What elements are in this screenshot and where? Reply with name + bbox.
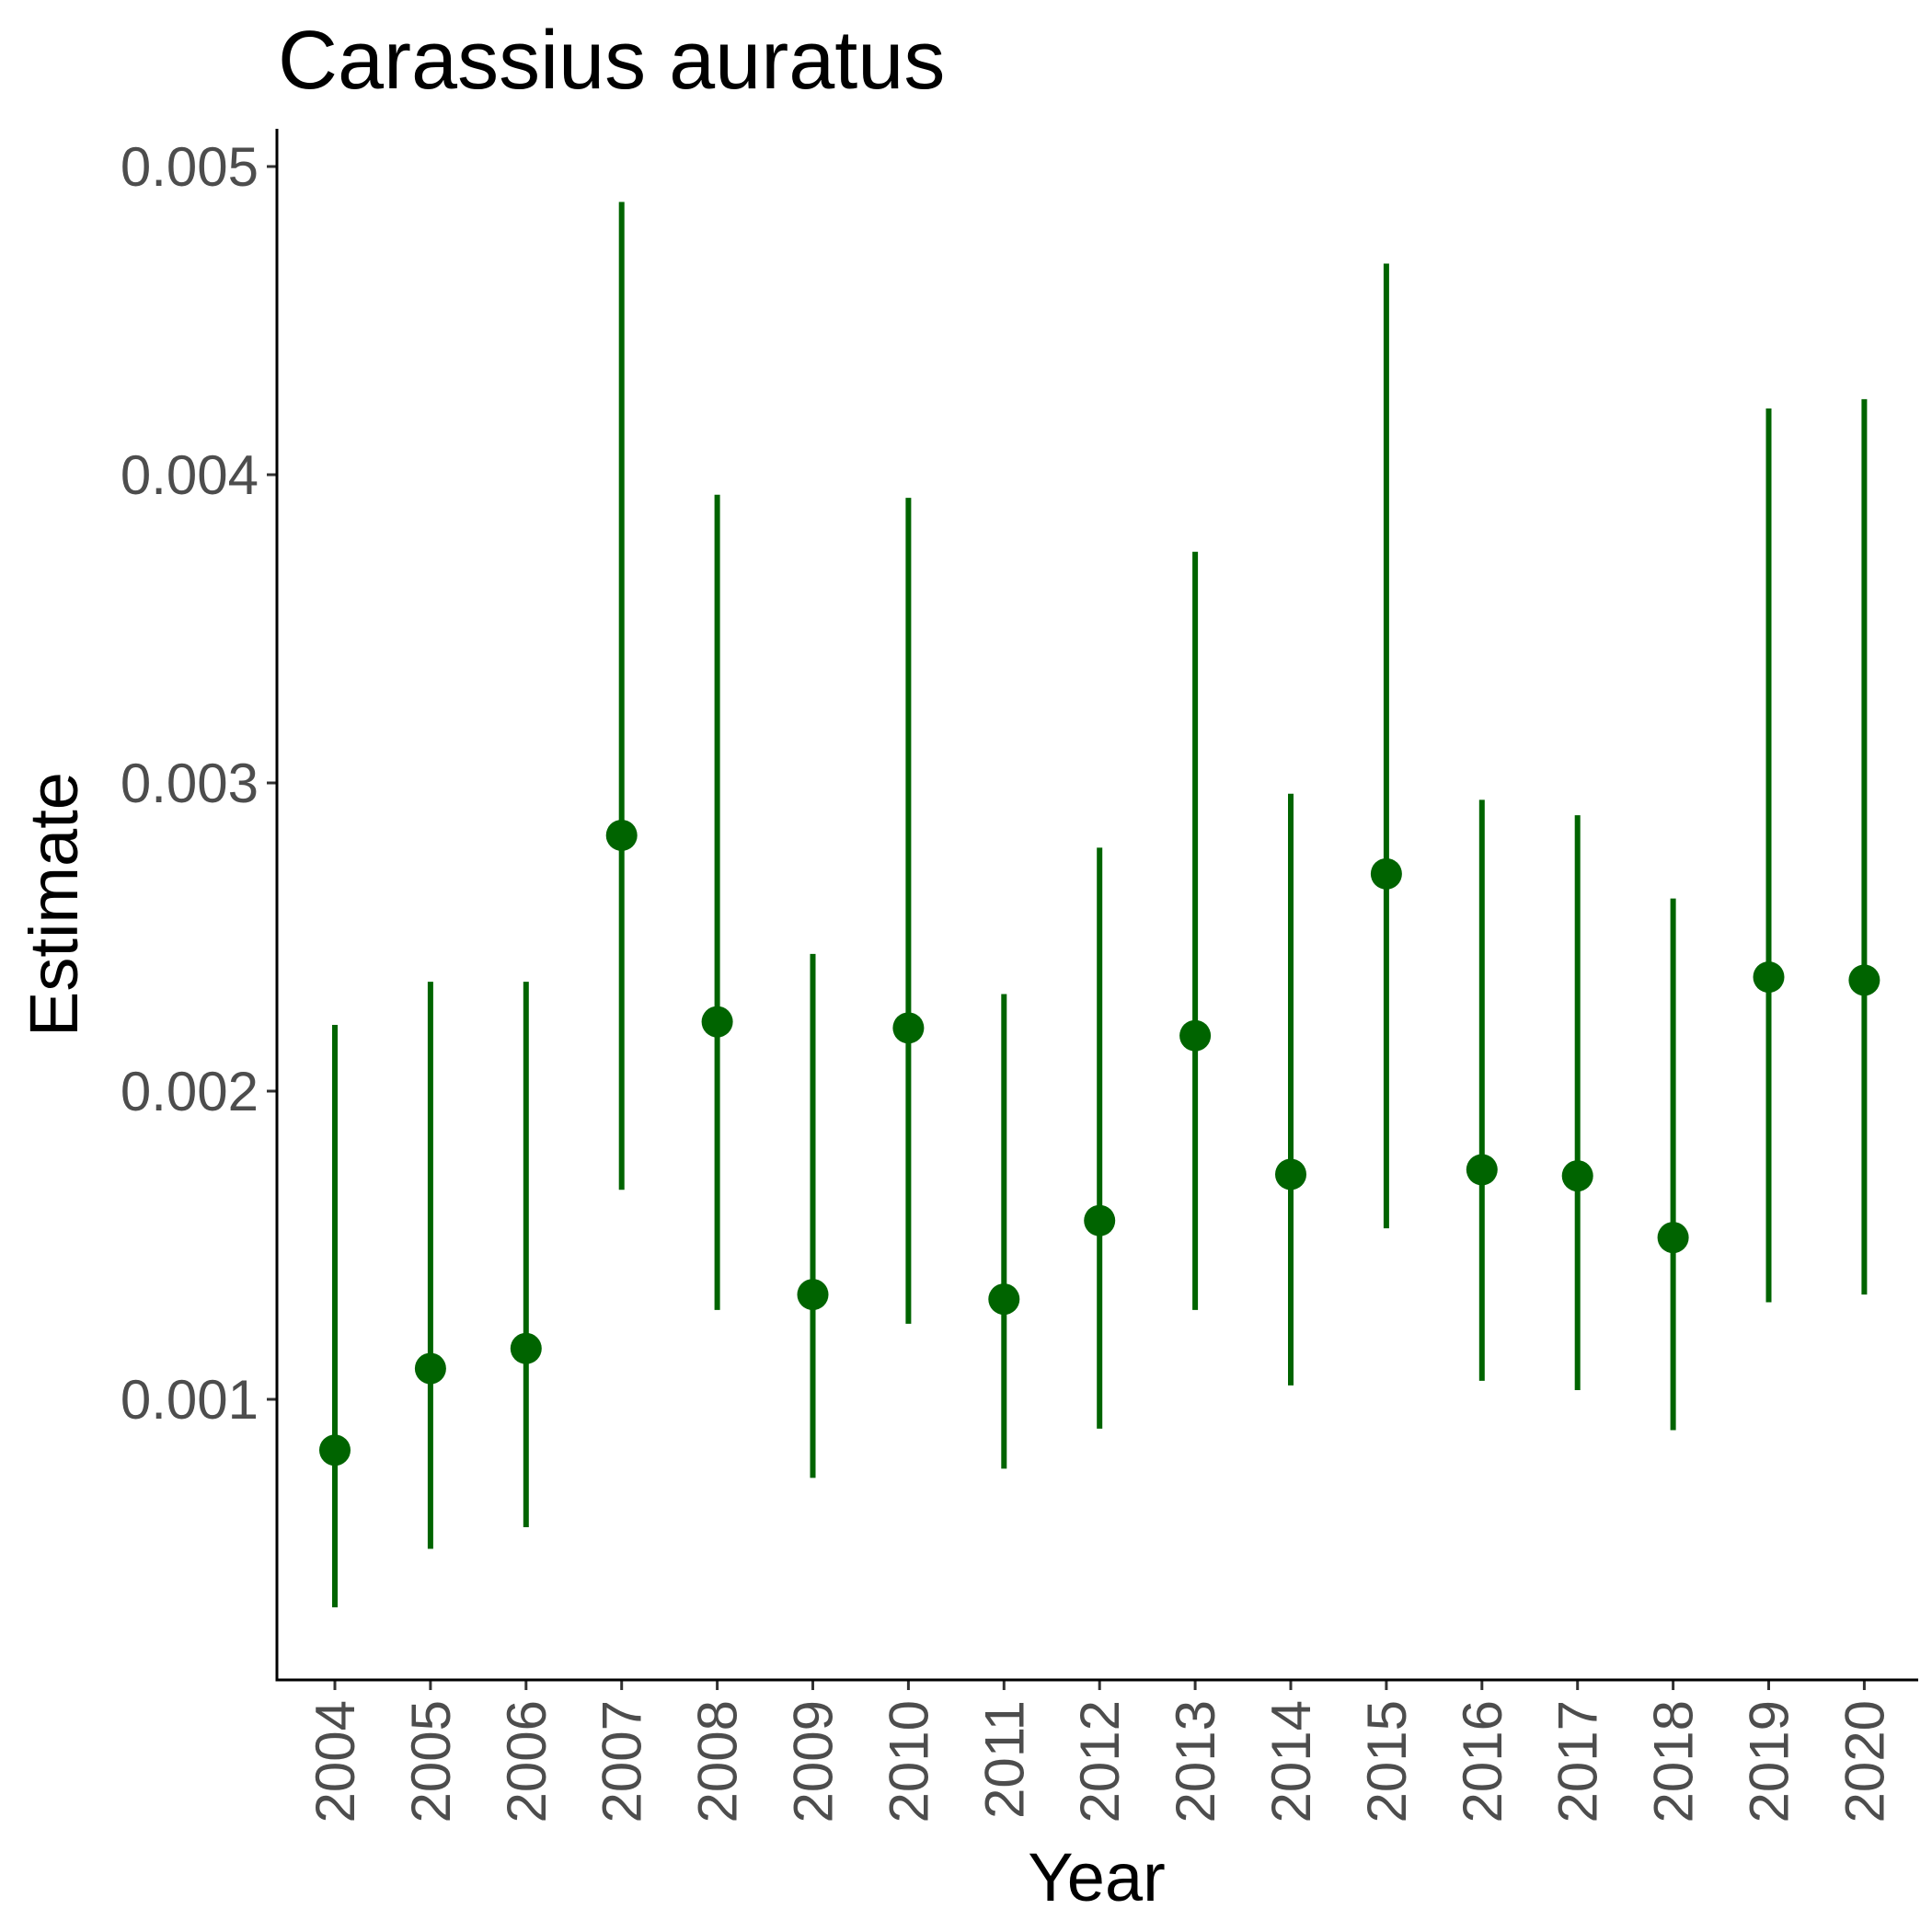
x-tick-label: 2013 — [1165, 1700, 1226, 1823]
x-tick-label: 2009 — [783, 1700, 845, 1823]
point-2020 — [1848, 964, 1880, 996]
y-axis-ticks: 0.001 0.002 0.003 0.004 0.005 — [121, 136, 277, 1431]
point-2014 — [1275, 1158, 1306, 1190]
y-tick-label: 0.005 — [121, 136, 259, 198]
point-2008 — [701, 1006, 733, 1038]
point-2010 — [892, 1012, 925, 1044]
chart-title: Carassius auratus — [278, 15, 945, 107]
y-tick-label: 0.002 — [121, 1061, 259, 1122]
x-tick-label: 2012 — [1069, 1700, 1131, 1823]
point-2015 — [1370, 857, 1402, 890]
point-2007 — [605, 819, 638, 851]
x-tick-label: 2017 — [1547, 1700, 1609, 1823]
point-2004 — [319, 1434, 351, 1466]
x-tick-label: 2010 — [878, 1700, 939, 1823]
point-2019 — [1753, 961, 1785, 994]
x-tick-label: 2014 — [1260, 1700, 1322, 1823]
point-2018 — [1657, 1222, 1689, 1254]
point-2006 — [510, 1332, 542, 1364]
x-tick-label: 2020 — [1834, 1700, 1895, 1823]
y-tick-label: 0.001 — [121, 1369, 259, 1431]
y-tick-label: 0.004 — [121, 444, 259, 506]
y-axis-title: Estimate — [16, 772, 92, 1037]
point-2017 — [1561, 1160, 1593, 1192]
point-2016 — [1466, 1154, 1498, 1186]
x-axis-ticks: 2004 2005 2006 2007 2008 2009 2010 2011 2012 2013… — [305, 1680, 1895, 1823]
point-2011 — [988, 1283, 1020, 1316]
x-tick-label: 2011 — [973, 1700, 1035, 1819]
point-2013 — [1179, 1019, 1212, 1052]
x-tick-label: 2019 — [1739, 1700, 1800, 1823]
x-tick-label: 2016 — [1452, 1700, 1513, 1823]
x-tick-label: 2004 — [305, 1700, 366, 1823]
x-tick-label: 2015 — [1356, 1700, 1418, 1823]
point-2012 — [1084, 1204, 1116, 1236]
x-tick-label: 2018 — [1643, 1700, 1705, 1823]
y-tick-label: 0.003 — [121, 753, 259, 814]
point-2005 — [414, 1352, 446, 1385]
data-marks — [319, 201, 1880, 1608]
x-tick-label: 2007 — [592, 1700, 653, 1823]
x-axis-title: Year — [1028, 1839, 1166, 1915]
point-2009 — [797, 1279, 829, 1311]
x-tick-label: 2008 — [687, 1700, 749, 1823]
x-tick-label: 2005 — [400, 1700, 462, 1823]
x-tick-label: 2006 — [496, 1700, 558, 1823]
